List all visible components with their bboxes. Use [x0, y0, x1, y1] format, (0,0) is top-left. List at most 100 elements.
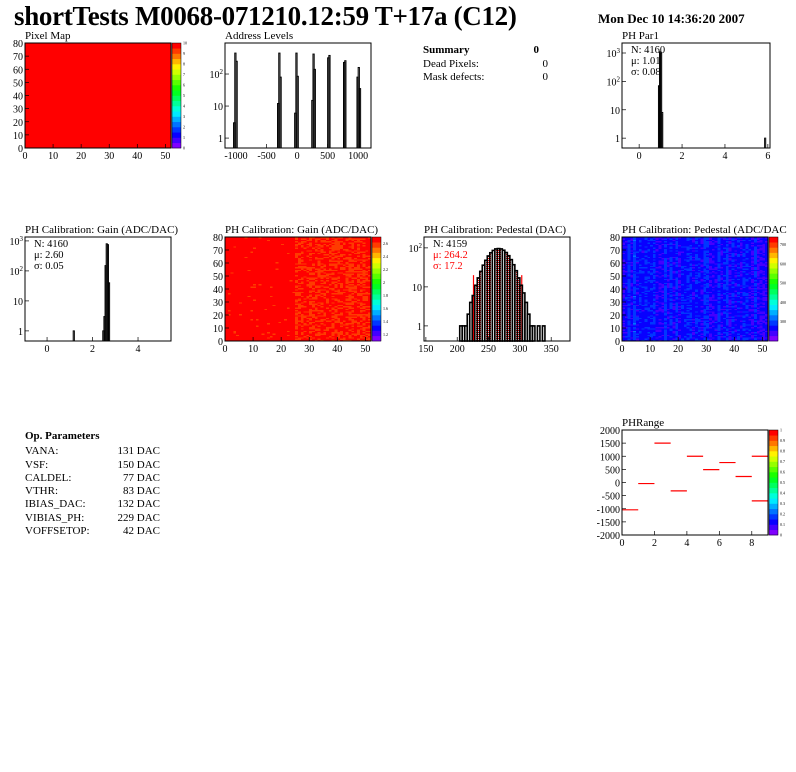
heatmap-cell	[356, 328, 361, 330]
heatmap-cell	[337, 266, 341, 269]
heatmap-cell	[314, 255, 318, 257]
heatmap-cell	[247, 246, 251, 248]
heatmap-cell	[354, 256, 358, 259]
heatmap-cell	[306, 299, 310, 301]
heatmap-cell	[345, 312, 349, 314]
heatmap-cell	[261, 246, 265, 248]
heatmap-cell	[281, 247, 285, 249]
heatmap-cell	[264, 305, 268, 308]
heatmap-cell	[269, 330, 274, 333]
heatmap-cell	[244, 337, 248, 339]
heatmap-cell	[289, 335, 293, 338]
heatmap-cell	[286, 295, 290, 298]
heatmap-cell	[303, 317, 307, 320]
x-tick-label: 300	[512, 344, 527, 355]
heatmap-cell	[342, 330, 347, 333]
heatmap-cell	[239, 304, 243, 307]
heatmap-cell	[303, 243, 307, 246]
heatmap-cell	[289, 294, 293, 296]
heatmap-cell	[255, 246, 259, 248]
heatmap-cell	[624, 309, 628, 312]
heatmap-cell	[241, 291, 245, 294]
heatmap-cell	[309, 304, 313, 307]
heatmap-cell	[258, 253, 262, 256]
heatmap-cell	[317, 305, 321, 308]
heatmap-cell	[225, 239, 229, 242]
heatmap-cell	[267, 312, 271, 314]
heatmap-cell	[250, 244, 254, 247]
heatmap-cell	[306, 329, 310, 331]
heatmap-cell	[320, 265, 324, 268]
heatmap-cell	[348, 238, 352, 240]
heatmap-cell	[362, 299, 366, 301]
heatmap-cell	[255, 307, 259, 309]
heatmap-cell	[359, 313, 363, 316]
heatmap-cell	[267, 317, 271, 320]
heatmap-cell	[334, 244, 338, 247]
heatmap-cell	[230, 303, 234, 305]
heatmap-cell	[365, 259, 369, 261]
heatmap-cell	[630, 337, 634, 339]
heatmap-cell	[636, 274, 640, 277]
heatmap-cell	[323, 240, 327, 243]
heatmap-cell	[314, 296, 318, 299]
heatmap-cell	[244, 331, 248, 334]
heatmap-cell	[244, 292, 248, 295]
heatmap-cell	[239, 312, 243, 314]
heatmap-cell	[627, 239, 631, 242]
heatmap-cell	[630, 237, 634, 239]
heatmap-cell	[368, 287, 372, 290]
heatmap-cell	[624, 266, 628, 269]
heatmap-cell	[337, 338, 341, 340]
heatmap-cell	[295, 298, 299, 300]
heatmap-cell	[250, 265, 254, 268]
heatmap-cell	[233, 248, 237, 251]
heatmap-cell	[348, 244, 352, 247]
heatmap-cell	[337, 250, 341, 252]
heatmap-cell	[326, 266, 330, 269]
heatmap-cell	[241, 251, 245, 253]
heatmap-cell	[269, 294, 274, 296]
heatmap-cell	[286, 240, 290, 243]
heatmap-cell	[258, 295, 262, 298]
heatmap-cell	[359, 252, 363, 255]
heatmap-cell	[286, 285, 290, 287]
heatmap-cell	[633, 269, 637, 272]
heatmap-cell	[309, 237, 313, 239]
heatmap-cell	[331, 290, 335, 292]
heatmap-cell	[331, 324, 335, 326]
heatmap-cell	[314, 253, 318, 256]
heatmap-cell	[300, 274, 304, 277]
heatmap-cell	[281, 291, 285, 294]
heatmap-cell	[312, 321, 316, 324]
heatmap-cell	[351, 299, 355, 301]
heatmap-cell	[317, 261, 321, 264]
heatmap-cell	[261, 305, 265, 308]
heatmap-cell	[334, 331, 338, 334]
heatmap-cell	[264, 335, 268, 338]
heatmap-cell	[278, 276, 282, 278]
heatmap-cell	[314, 268, 318, 270]
heatmap-cell	[348, 338, 352, 340]
heatmap-cell	[286, 302, 290, 304]
heatmap-cell	[348, 274, 352, 277]
palette-tick-label: 2.2	[383, 267, 388, 272]
heatmap-cell	[306, 312, 310, 314]
y-tick-label: 40	[13, 92, 23, 103]
heatmap-cell	[233, 281, 237, 283]
heatmap-cell	[354, 330, 358, 333]
heatmap-cell	[368, 242, 372, 244]
heatmap-cell	[281, 279, 285, 282]
heatmap-cell	[247, 238, 251, 240]
heatmap-cell	[239, 265, 243, 268]
heatmap-cell	[362, 322, 366, 325]
heatmap-cell	[317, 237, 321, 239]
heatmap-cell	[365, 296, 369, 299]
heatmap-cell	[241, 304, 245, 307]
heatmap-cell	[225, 305, 229, 308]
heatmap-cell	[326, 296, 330, 299]
heatmap-cell	[630, 309, 634, 312]
heatmap-cell	[312, 248, 316, 251]
heatmap-cell	[320, 274, 324, 277]
heatmap-cell	[278, 255, 282, 257]
